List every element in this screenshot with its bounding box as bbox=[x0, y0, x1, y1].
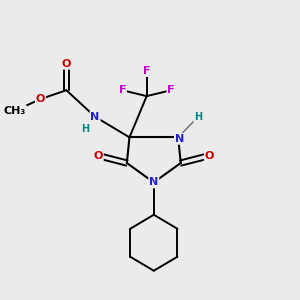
Text: H: H bbox=[81, 124, 89, 134]
Text: F: F bbox=[167, 85, 175, 95]
Text: N: N bbox=[149, 177, 158, 188]
Text: F: F bbox=[143, 66, 150, 76]
Text: O: O bbox=[36, 94, 45, 104]
Text: H: H bbox=[194, 112, 202, 122]
Text: N: N bbox=[90, 112, 100, 122]
Text: N: N bbox=[175, 134, 184, 144]
Text: CH₃: CH₃ bbox=[4, 106, 26, 116]
Text: F: F bbox=[118, 85, 126, 95]
Text: O: O bbox=[205, 151, 214, 161]
Text: O: O bbox=[94, 151, 103, 161]
Text: O: O bbox=[62, 59, 71, 69]
